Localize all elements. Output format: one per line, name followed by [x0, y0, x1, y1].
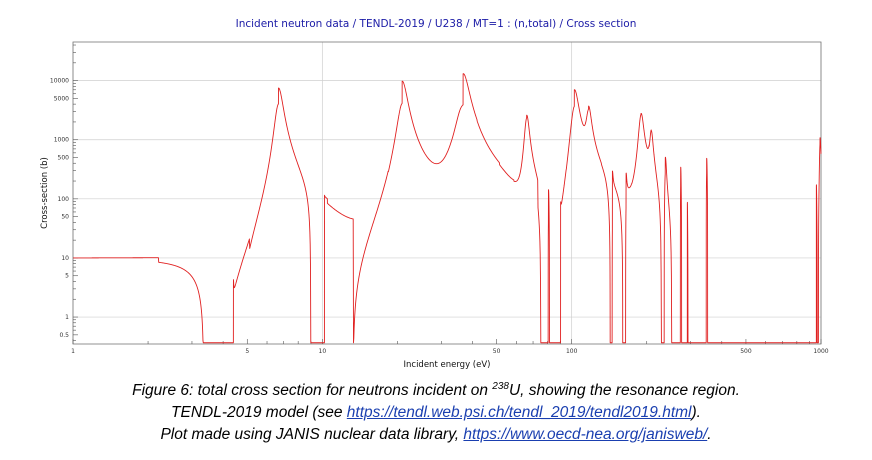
x-axis-label: Incident energy (eV)	[404, 360, 491, 370]
cross-section-line	[72, 73, 822, 344]
y-tick-label: 0.5	[59, 332, 69, 339]
x-tick-label: 5	[245, 348, 249, 355]
caption-text: Figure 6: total cross section for neutro…	[132, 382, 493, 400]
x-tick-label: 1000	[813, 348, 828, 355]
axis-ticks: 1 5 10 50 100 500 1000 0.5 1 5 10 50 100 500 1000 5000 1…	[50, 44, 829, 355]
data-series	[72, 73, 822, 344]
caption-line-2: TENDL-2019 model (see https://tendl.web.…	[0, 402, 872, 424]
y-tick-label: 100	[58, 196, 70, 203]
y-tick-label: 50	[61, 214, 69, 221]
cross-section-chart: 1 5 10 50 100 500 1000 0.5 1 5 10 50 100 500 1000 5000 1…	[40, 41, 829, 370]
caption-line-3: Plot made using JANIS nuclear data libra…	[0, 424, 872, 446]
figure-caption: Figure 6: total cross section for neutro…	[0, 376, 872, 446]
chart-title: Incident neutron data / TENDL-2019 / U23…	[235, 18, 637, 30]
caption-text: TENDL-2019 model (see	[171, 404, 347, 422]
caption-text: Plot made using JANIS nuclear data libra…	[160, 426, 464, 444]
y-tick-label: 5000	[54, 95, 69, 102]
x-tick-label: 500	[740, 348, 752, 355]
x-tick-label: 10	[319, 348, 327, 355]
caption-text: .	[707, 426, 712, 444]
y-tick-label: 1	[65, 314, 69, 321]
y-tick-label: 5	[65, 273, 69, 280]
caption-line-1: Figure 6: total cross section for neutro…	[0, 376, 872, 402]
x-tick-label: 100	[566, 348, 578, 355]
tendl-link[interactable]: https://tendl.web.psi.ch/tendl_2019/tend…	[346, 404, 692, 422]
grid	[72, 42, 822, 344]
janis-link[interactable]: https://www.oecd-nea.org/janisweb/	[463, 426, 708, 444]
caption-superscript: 238	[492, 381, 509, 392]
y-tick-label: 500	[58, 155, 70, 162]
caption-text: U, showing the resonance region.	[508, 382, 740, 400]
y-tick-label: 10	[61, 255, 69, 262]
y-tick-label: 10000	[50, 78, 69, 85]
plot-frame	[72, 41, 822, 345]
y-axis-label: Cross-section (b)	[40, 157, 50, 229]
x-tick-label: 1	[71, 348, 75, 355]
caption-text: ).	[691, 404, 701, 422]
x-tick-label: 50	[493, 348, 501, 355]
y-tick-label: 1000	[54, 137, 69, 144]
